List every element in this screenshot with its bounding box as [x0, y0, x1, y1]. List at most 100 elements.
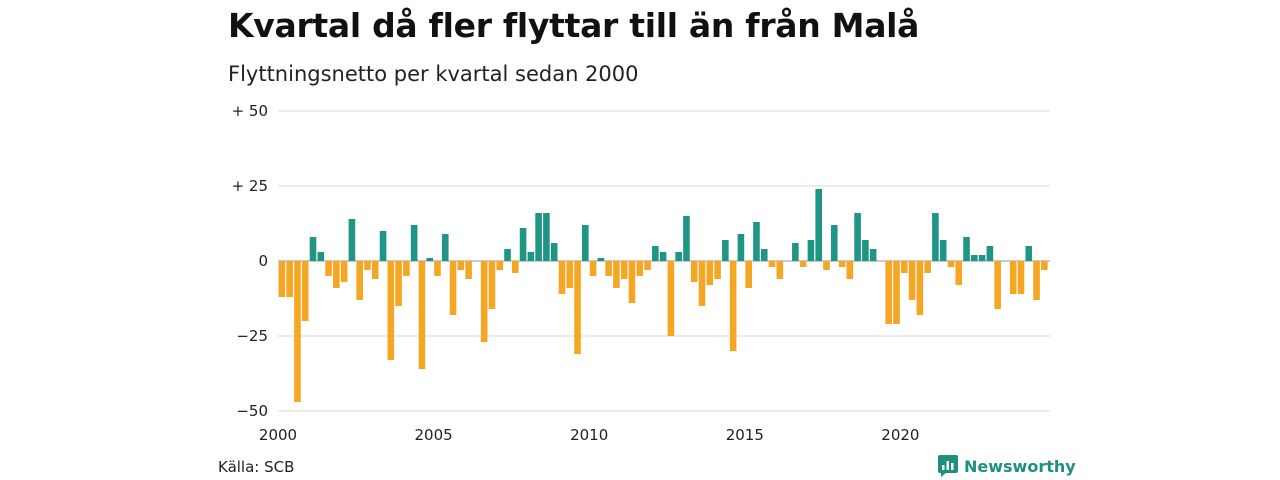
bar-2001-q3: 2001 Q3: -5 — [325, 261, 332, 276]
bar-2007-q2: 2007 Q2: 4 — [504, 249, 511, 261]
bar-2018-q3: 2018 Q3: 16 — [854, 213, 861, 261]
bar-2017-q3: 2017 Q3: -3 — [823, 261, 830, 270]
bar-2020-q4: 2020 Q4: -4 — [924, 261, 931, 273]
bar-2017-q1: 2017 Q1: 7 — [807, 240, 815, 261]
brand-name: Newsworthy — [964, 456, 1076, 476]
bar-2023-q4: 2023 Q4: -11 — [1017, 261, 1025, 294]
bar-2010-q2: 2010 Q2: 1 — [597, 258, 605, 261]
x-tick-label: 2020 — [881, 426, 919, 444]
chart-subtitle: Flyttningsnetto per kvartal sedan 2000 — [228, 62, 639, 86]
bar-2008-q3: 2008 Q3: 16 — [543, 213, 550, 261]
bar-2018-q4: 2018 Q4: 7 — [862, 240, 869, 261]
bar-2002-q1: 2002 Q1: -7 — [340, 261, 348, 282]
bar-2003-q2: 2003 Q2: 10 — [379, 231, 387, 261]
source-note: Källa: SCB — [218, 458, 295, 476]
bar-2005-q4: 2005 Q4: -3 — [457, 261, 465, 270]
x-tick-label: 2010 — [570, 426, 608, 444]
bar-2012-q3: 2012 Q3: -25 — [667, 261, 675, 336]
bar-2000-q3: 2000 Q3: -47 — [294, 261, 301, 402]
bar-2014-q3: 2014 Q3: -30 — [729, 261, 737, 351]
bar-2009-q1: 2009 Q1: -11 — [558, 261, 566, 294]
bar-2005-q3: 2005 Q3: -18 — [449, 261, 457, 315]
x-tick-label: 2015 — [726, 426, 764, 444]
bar-2011-q2: 2011 Q2: -14 — [628, 261, 636, 303]
y-tick-label: −50 — [236, 402, 268, 420]
bar-2005-q2: 2005 Q2: 9 — [441, 234, 449, 261]
bar-2018-q2: 2018 Q2: -6 — [846, 261, 854, 279]
bar-2014-q2: 2014 Q2: 7 — [722, 240, 729, 261]
newsworthy-icon — [938, 455, 958, 477]
bar-2013-q1: 2013 Q1: 15 — [683, 216, 690, 261]
bar-2011-q4: 2011 Q4: -3 — [644, 261, 651, 270]
bar-2010-q1: 2010 Q1: -5 — [589, 261, 597, 276]
y-tick-label: −25 — [236, 327, 268, 345]
bar-2021-q2: 2021 Q2: 7 — [939, 240, 947, 261]
bar-2002-q2: 2002 Q2: 14 — [348, 219, 356, 261]
bar-2014-q1: 2014 Q1: -6 — [714, 261, 721, 279]
bar-2023-q3: 2023 Q3: -11 — [1009, 261, 1017, 294]
y-axis-ticks: + 50 + 25 0 −25 −50 — [232, 102, 268, 420]
bar-2023-q1: 2023 Q1: -16 — [994, 261, 1001, 309]
bar-2015-q4: 2015 Q4: -2 — [768, 261, 776, 267]
bar-2017-q2: 2017 Q2: 24 — [815, 189, 823, 261]
bar-2020-q3: 2020 Q3: -18 — [916, 261, 924, 315]
bar-2003-q1: 2003 Q1: -6 — [371, 261, 379, 279]
y-tick-label: 0 — [258, 252, 268, 270]
bar-2007-q1: 2007 Q1: -3 — [496, 261, 504, 270]
bar-2003-q3: 2003 Q3: -33 — [387, 261, 395, 360]
bar-2008-q2: 2008 Q2: 16 — [535, 213, 542, 261]
bar-2002-q3: 2002 Q3: -13 — [356, 261, 363, 300]
bar-2001-q2: 2001 Q2: 3 — [317, 252, 325, 261]
bar-2012-q1: 2012 Q1: 5 — [652, 246, 659, 261]
bar-2024-q2: 2024 Q2: -13 — [1033, 261, 1040, 300]
bar-2021-q1: 2021 Q1: 16 — [932, 213, 939, 261]
bar-2009-q3: 2009 Q3: -31 — [574, 261, 581, 354]
bar-2008-q1: 2008 Q1: 3 — [527, 252, 535, 261]
bar-2010-q4: 2010 Q4: -9 — [613, 261, 620, 288]
bar-2013-q2: 2013 Q2: -7 — [690, 261, 698, 282]
bar-2000-q1: 2000 Q1: -12 — [278, 261, 286, 297]
x-tick-label: 2005 — [415, 426, 453, 444]
bar-2001-q4: 2001 Q4: -9 — [333, 261, 340, 288]
bar-2009-q2: 2009 Q2: -9 — [566, 261, 574, 288]
bar-2014-q4: 2014 Q4: 9 — [737, 234, 745, 261]
bar-2015-q1: 2015 Q1: -9 — [745, 261, 752, 288]
bar-2020-q2: 2020 Q2: -13 — [908, 261, 916, 300]
bar-2010-q3: 2010 Q3: -5 — [605, 261, 612, 276]
bar-2013-q3: 2013 Q3: -15 — [698, 261, 706, 306]
bar-2004-q1: 2004 Q1: -5 — [403, 261, 410, 276]
bar-2024-q1: 2024 Q1: 5 — [1025, 246, 1033, 261]
bar-2011-q3: 2011 Q3: -5 — [636, 261, 644, 276]
chart-title: Kvartal då fler flyttar till än från Mal… — [228, 6, 920, 45]
y-tick-label: + 25 — [232, 177, 268, 195]
bar-2006-q3: 2006 Q3: -27 — [480, 261, 488, 342]
bar-2004-q4: 2004 Q4: 1 — [426, 258, 434, 261]
bar-2004-q2: 2004 Q2: 12 — [410, 225, 418, 261]
bar-2007-q4: 2007 Q4: 11 — [519, 228, 527, 261]
bar-2022-q1: 2022 Q1: 8 — [963, 237, 970, 261]
bar-2019-q4: 2019 Q4: -21 — [893, 261, 900, 324]
brand-logo[interactable]: Newsworthy — [938, 455, 1076, 477]
bar-2011-q1: 2011 Q1: -6 — [620, 261, 628, 279]
bar-2015-q3: 2015 Q3: 4 — [760, 249, 768, 261]
bar-2018-q1: 2018 Q1: -2 — [838, 261, 846, 267]
bar-2006-q1: 2006 Q1: -6 — [465, 261, 472, 279]
bar-2019-q3: 2019 Q3: -21 — [885, 261, 893, 324]
bar-2021-q4: 2021 Q4: -8 — [955, 261, 963, 285]
bar-2012-q4: 2012 Q4: 3 — [675, 252, 682, 261]
bar-2013-q4: 2013 Q4: -8 — [706, 261, 714, 285]
bar-2024-q3: 2024 Q3: -3 — [1041, 261, 1048, 270]
y-tick-label: + 50 — [232, 102, 268, 120]
bar-2002-q4: 2002 Q4: -3 — [364, 261, 371, 270]
bar-2022-q3: 2022 Q3: 2 — [978, 255, 986, 261]
bar-2008-q4: 2008 Q4: 6 — [550, 243, 558, 261]
bar-2017-q4: 2017 Q4: 12 — [830, 225, 838, 261]
bar-2019-q1: 2019 Q1: 4 — [869, 249, 877, 261]
bar-2016-q3: 2016 Q3: 6 — [792, 243, 799, 261]
bar-2016-q4: 2016 Q4: -2 — [799, 261, 807, 267]
bar-2020-q1: 2020 Q1: -4 — [900, 261, 908, 273]
bar-2022-q4: 2022 Q4: 5 — [986, 246, 994, 261]
bar-2015-q2: 2015 Q2: 13 — [753, 222, 760, 261]
bar-2004-q3: 2004 Q3: -36 — [418, 261, 426, 369]
